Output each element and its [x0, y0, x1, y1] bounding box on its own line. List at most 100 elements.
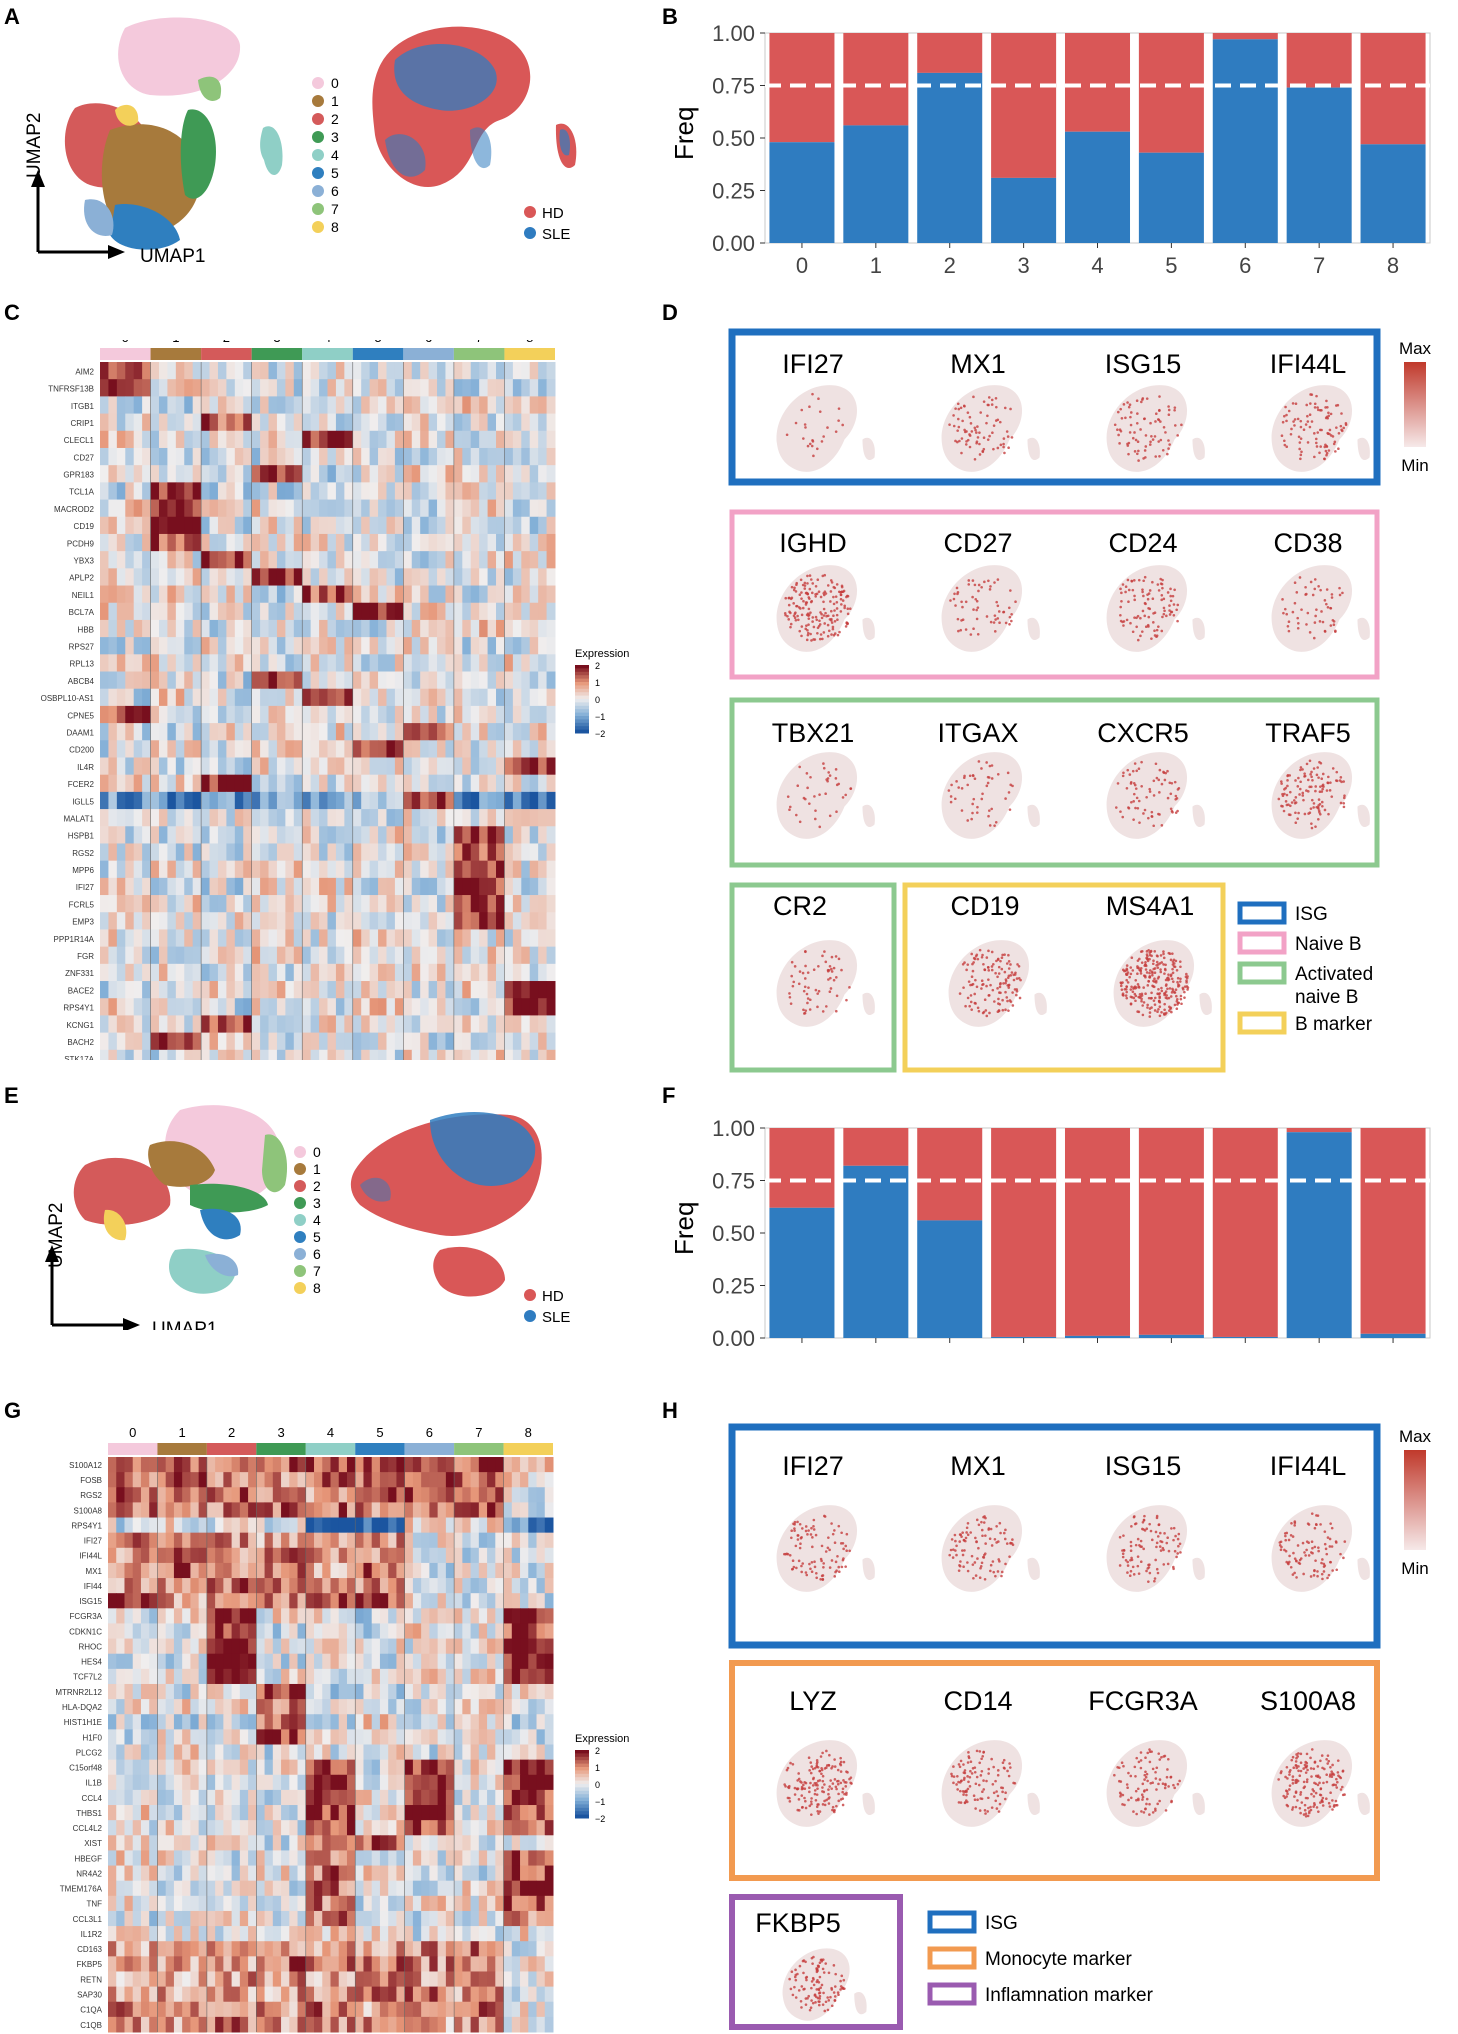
- feature-plot-point: [810, 444, 814, 448]
- feature-plot-point: [1160, 824, 1164, 827]
- heatmap-cell: [142, 723, 152, 741]
- heatmap-cell: [167, 379, 177, 397]
- heatmap-cell: [184, 516, 194, 535]
- heatmap-cell: [310, 860, 320, 879]
- feature-plot-point: [1328, 789, 1332, 792]
- heatmap-cell: [272, 1578, 282, 1594]
- x-tick-label: 4: [1091, 253, 1103, 278]
- heatmap-cell: [412, 1699, 422, 1715]
- heatmap-cell: [268, 1015, 278, 1034]
- heatmap-cell: [363, 1683, 373, 1700]
- heatmap-cell: [327, 963, 337, 982]
- feature-plot-point: [1160, 989, 1164, 993]
- heatmap-cell: [133, 688, 143, 707]
- heatmap-cell: [363, 1638, 373, 1655]
- heatmap-cell: [487, 362, 497, 380]
- heatmap-cell: [520, 1623, 529, 1640]
- umap-region-cluster-4: [260, 126, 283, 176]
- heatmap-cell: [226, 447, 236, 466]
- heatmap-cell: [248, 1502, 257, 1519]
- heatmap-cell: [198, 1714, 208, 1730]
- heatmap-cell: [487, 791, 497, 810]
- heatmap-cell: [264, 1593, 274, 1609]
- heatmap-cell: [420, 946, 430, 965]
- heatmap-cell: [285, 895, 295, 913]
- feature-plot-satellite: [862, 437, 875, 461]
- feature-plot-point: [1129, 621, 1132, 625]
- feature-plot-point: [980, 979, 984, 983]
- heatmap-cell: [201, 516, 211, 535]
- heatmap-cell: [479, 1015, 489, 1034]
- heatmap-cell: [487, 877, 497, 896]
- heatmap-cell: [538, 740, 548, 758]
- heatmap-cell: [462, 998, 472, 1016]
- heatmap-cell: [511, 1532, 521, 1549]
- heatmap-cell: [327, 465, 337, 483]
- feature-plot-point: [1150, 991, 1153, 995]
- bar-sle-8: [1360, 144, 1426, 243]
- heatmap-cell: [281, 1457, 290, 1473]
- feature-plot-point: [1007, 791, 1011, 794]
- heatmap-cell: [150, 671, 160, 690]
- heatmap-cell: [297, 1517, 307, 1534]
- heatmap-cell: [462, 1032, 472, 1051]
- heatmap-cell: [260, 774, 270, 793]
- feature-plot-point: [824, 792, 827, 795]
- heatmap-cell: [369, 774, 379, 793]
- heatmap-cell: [496, 809, 505, 827]
- heatmap-cell: [369, 413, 379, 432]
- heatmap-cell: [116, 447, 126, 466]
- heatmap-cell: [217, 723, 227, 741]
- heatmap-cell: [521, 671, 531, 690]
- heatmap-cell: [248, 1653, 257, 1670]
- feature-plot-point: [1006, 435, 1010, 438]
- heatmap-cell: [388, 1517, 397, 1534]
- heatmap-cell: [215, 1457, 224, 1473]
- heatmap-cell: [201, 791, 211, 810]
- heatmap-cell: [256, 1547, 266, 1564]
- heatmap-cell: [217, 981, 227, 999]
- heatmap-cell: [198, 1532, 208, 1549]
- heatmap-cell: [248, 1457, 257, 1473]
- heatmap-cell: [116, 981, 126, 999]
- legend-label-cluster-0: 0: [313, 1144, 321, 1160]
- heatmap-cell: [190, 1668, 200, 1685]
- heatmap-cell: [361, 912, 371, 930]
- heatmap-cell: [276, 912, 286, 930]
- feature-plot-point: [1128, 403, 1132, 407]
- heatmap-cell: [190, 1532, 200, 1549]
- legend-label-cluster-1: 1: [313, 1161, 321, 1177]
- feature-plot-point: [1153, 950, 1157, 953]
- heatmap-cell: [260, 757, 270, 776]
- feature-plot-point: [1117, 433, 1120, 437]
- heatmap-cell: [429, 1608, 439, 1624]
- feature-plot-point: [1168, 1009, 1171, 1012]
- heatmap-cell: [512, 705, 522, 724]
- heatmap-cell: [217, 447, 227, 466]
- heatmap-cell: [167, 585, 177, 604]
- heatmap-cell: [234, 774, 244, 793]
- legend-label: Naive B: [1295, 934, 1362, 955]
- heatmap-cell: [403, 396, 413, 415]
- heatmap-cell: [344, 826, 354, 844]
- heatmap-cell: [173, 1683, 183, 1700]
- feature-plot-point: [986, 438, 990, 441]
- feature-plot-point: [1157, 992, 1160, 996]
- heatmap-cell: [470, 1032, 480, 1051]
- heatmap-cell: [182, 1502, 191, 1519]
- heatmap-cell: [289, 1699, 299, 1715]
- heatmap-cell: [327, 362, 337, 380]
- heatmap-cell: [470, 1714, 480, 1730]
- heatmap-cell: [403, 774, 413, 793]
- bar-hd-7: [1286, 1128, 1352, 1133]
- heatmap-cell: [394, 723, 404, 741]
- heatmap-cell: [355, 1668, 364, 1685]
- heatmap-cell: [388, 1578, 397, 1594]
- heatmap-cell: [108, 362, 118, 380]
- heatmap-cell: [158, 791, 168, 810]
- heatmap-cell: [256, 1472, 266, 1488]
- heatmap-cell: [378, 602, 387, 621]
- heatmap-cell: [260, 843, 270, 862]
- heatmap-cell: [272, 1517, 282, 1534]
- feature-plot-point: [1168, 604, 1171, 607]
